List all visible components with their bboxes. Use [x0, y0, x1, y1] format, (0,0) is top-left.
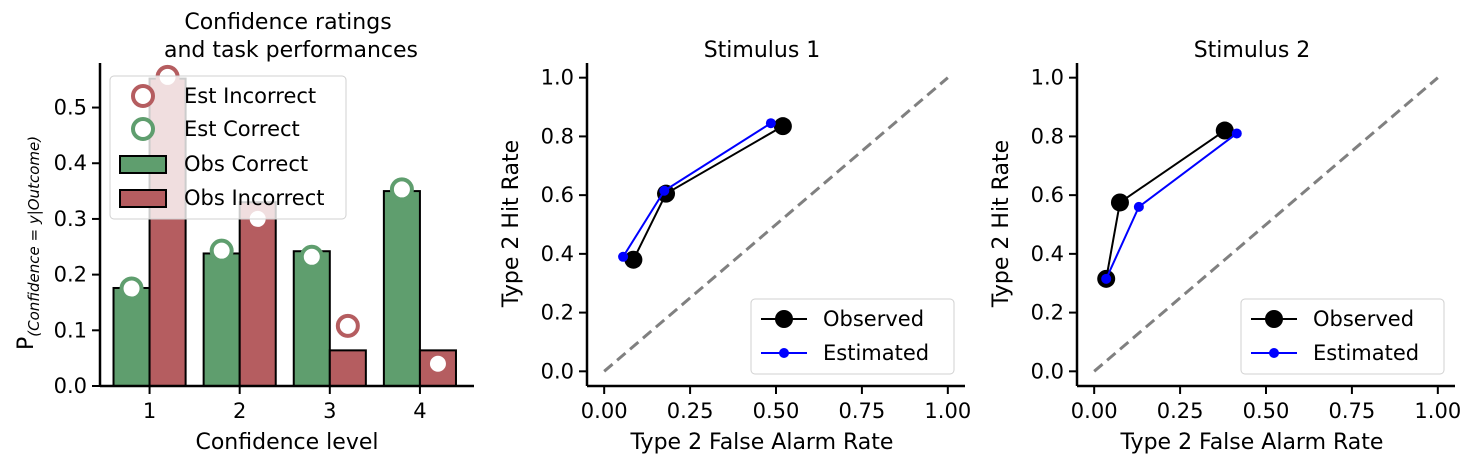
estimated-point: [765, 118, 776, 129]
legend-label: Estimated: [1313, 341, 1419, 365]
x-tick-label: 0.25: [1157, 399, 1204, 423]
legend-label: Est Correct: [184, 117, 300, 141]
y-tick-label: 0.8: [1031, 124, 1064, 148]
y-axis-label-main: P: [14, 337, 39, 350]
marker-est-incorrect: [425, 351, 450, 376]
chance-line: [1093, 76, 1439, 373]
y-tick-label: 0.2: [54, 263, 87, 287]
legend-marker-estimated: [1269, 348, 1279, 358]
y-tick-label: 0.6: [541, 183, 574, 207]
legend-frame: [1240, 298, 1445, 375]
observed-point: [773, 117, 792, 136]
x-tick-label: 0.75: [1329, 399, 1376, 423]
observed-point: [1215, 121, 1234, 140]
y-axis-label: Type 2 Hit Rate: [499, 140, 524, 308]
estimated-point: [1101, 273, 1112, 284]
legend-frame: [109, 75, 347, 220]
x-axis-label: Type 2 False Alarm Rate: [1120, 430, 1384, 455]
estimated-point: [1231, 128, 1242, 139]
legend-label: Observed: [823, 307, 924, 331]
y-tick-label: 0.3: [54, 207, 87, 231]
x-tick-label: 1.00: [924, 399, 971, 423]
x-tick-label: 0.75: [839, 399, 886, 423]
chart-title: Stimulus 2: [1194, 38, 1311, 63]
x-tick-label: 1.00: [1414, 399, 1461, 423]
legend: Observed Estimated: [750, 298, 955, 375]
estimated-point: [659, 185, 670, 196]
legend-marker-observed: [775, 310, 793, 328]
y-tick-label: 0.0: [541, 359, 574, 383]
x-tick-label: 3: [323, 399, 336, 423]
roc-chart-1: 0.00 0.25 0.50 0.75 1.00 0.0 0.2 0.4 0.6 0.8 1.0 St…: [499, 38, 971, 455]
y-tick-label: 0.4: [541, 242, 574, 266]
marker-est-incorrect: [335, 313, 360, 338]
x-tick-label: 0.00: [1071, 399, 1118, 423]
legend-label: Est Incorrect: [184, 84, 316, 108]
roc-chart-2: 0.00 0.25 0.50 0.75 1.00 0.0 0.2 0.4 0.6 0.8 1.0 St…: [989, 38, 1461, 455]
estimated-point: [618, 251, 629, 262]
legend: Est Incorrect Est Correct Obs Correct Obs I…: [109, 75, 347, 220]
y-axis-label: P(Confidence = y|Outcome): [14, 136, 43, 350]
y-tick-label: 0.5: [54, 96, 87, 120]
bar-obs-correct: [202, 252, 241, 387]
y-tick-label: 0.0: [1031, 359, 1064, 383]
x-tick-label: 2: [233, 399, 246, 423]
chance-line: [603, 76, 949, 373]
y-tick-label: 0.4: [1031, 242, 1064, 266]
x-axis-label: Type 2 False Alarm Rate: [630, 430, 894, 455]
y-tick-label: 0.0: [54, 374, 87, 398]
y-tick-label: 0.4: [54, 151, 87, 175]
x-tick-label: 1: [143, 399, 156, 423]
y-tick-label: 0.2: [541, 301, 574, 325]
x-axis-label: Confidence level: [195, 430, 378, 455]
legend-marker: [131, 84, 155, 108]
y-tick-label: 0.2: [1031, 301, 1064, 325]
legend: Observed Estimated: [1240, 298, 1445, 375]
bar-chart: 0.0 0.1 0.2 0.3 0.4 0.5 1 2 3 4 Confidence ratings…: [14, 10, 474, 455]
marker-est-correct: [209, 238, 234, 263]
y-tick-label: 0.8: [541, 124, 574, 148]
x-tick-label: 0.50: [753, 399, 800, 423]
y-tick-label: 0.6: [1031, 183, 1064, 207]
legend-swatch: [119, 155, 167, 174]
chart-title: and task performances: [164, 38, 418, 63]
y-axis-label: Type 2 Hit Rate: [989, 140, 1014, 308]
y-tick-label: 1.0: [1031, 66, 1064, 90]
chart-title: Confidence ratings: [184, 10, 391, 35]
legend-marker-observed: [1265, 310, 1283, 328]
y-axis-label-subscript: (Confidence = y|Outcome): [25, 136, 43, 337]
chart-title: Stimulus 1: [704, 38, 821, 63]
bar-obs-incorrect: [238, 201, 277, 387]
observed-point: [624, 250, 643, 269]
estimated-point: [1133, 201, 1144, 212]
legend-label: Observed: [1313, 307, 1414, 331]
legend-label: Obs Correct: [184, 152, 308, 176]
legend-swatch: [119, 189, 167, 208]
x-tick-label: 0.00: [581, 399, 628, 423]
x-tick-label: 0.25: [667, 399, 714, 423]
legend-marker: [131, 117, 155, 141]
bar-obs-incorrect: [328, 349, 367, 387]
bar-obs-correct: [292, 250, 331, 387]
observed-point: [1110, 193, 1129, 212]
x-tick-label: 0.50: [1243, 399, 1290, 423]
y-tick-label: 0.1: [54, 318, 87, 342]
marker-est-correct: [299, 244, 324, 269]
x-tick-label: 4: [413, 399, 426, 423]
legend-marker-estimated: [779, 348, 789, 358]
legend-label: Obs Incorrect: [184, 186, 325, 210]
legend-frame: [750, 298, 955, 375]
y-tick-label: 1.0: [541, 66, 574, 90]
bar-obs-correct: [112, 286, 151, 387]
marker-est-correct: [119, 276, 144, 301]
legend-label: Estimated: [823, 341, 929, 365]
marker-est-correct: [389, 177, 414, 202]
bar-obs-correct: [382, 190, 421, 387]
